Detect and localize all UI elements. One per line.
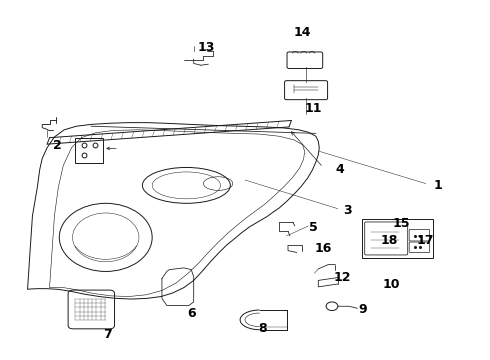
Text: 18: 18 — [380, 234, 398, 247]
Text: 6: 6 — [187, 307, 196, 320]
Text: 1: 1 — [434, 179, 442, 192]
Text: 12: 12 — [334, 271, 351, 284]
Text: 15: 15 — [392, 217, 410, 230]
Text: 16: 16 — [315, 242, 332, 255]
Text: 14: 14 — [294, 27, 311, 40]
Text: 17: 17 — [417, 234, 435, 247]
Text: 3: 3 — [343, 204, 352, 217]
Text: 5: 5 — [309, 221, 318, 234]
Text: 13: 13 — [197, 41, 215, 54]
Text: 11: 11 — [305, 102, 322, 115]
Text: 10: 10 — [383, 278, 400, 291]
Text: 4: 4 — [336, 163, 344, 176]
Text: 8: 8 — [258, 322, 267, 335]
Text: 2: 2 — [52, 139, 61, 152]
Text: 9: 9 — [358, 303, 367, 316]
Bar — [362, 219, 433, 258]
Text: 7: 7 — [103, 328, 112, 341]
